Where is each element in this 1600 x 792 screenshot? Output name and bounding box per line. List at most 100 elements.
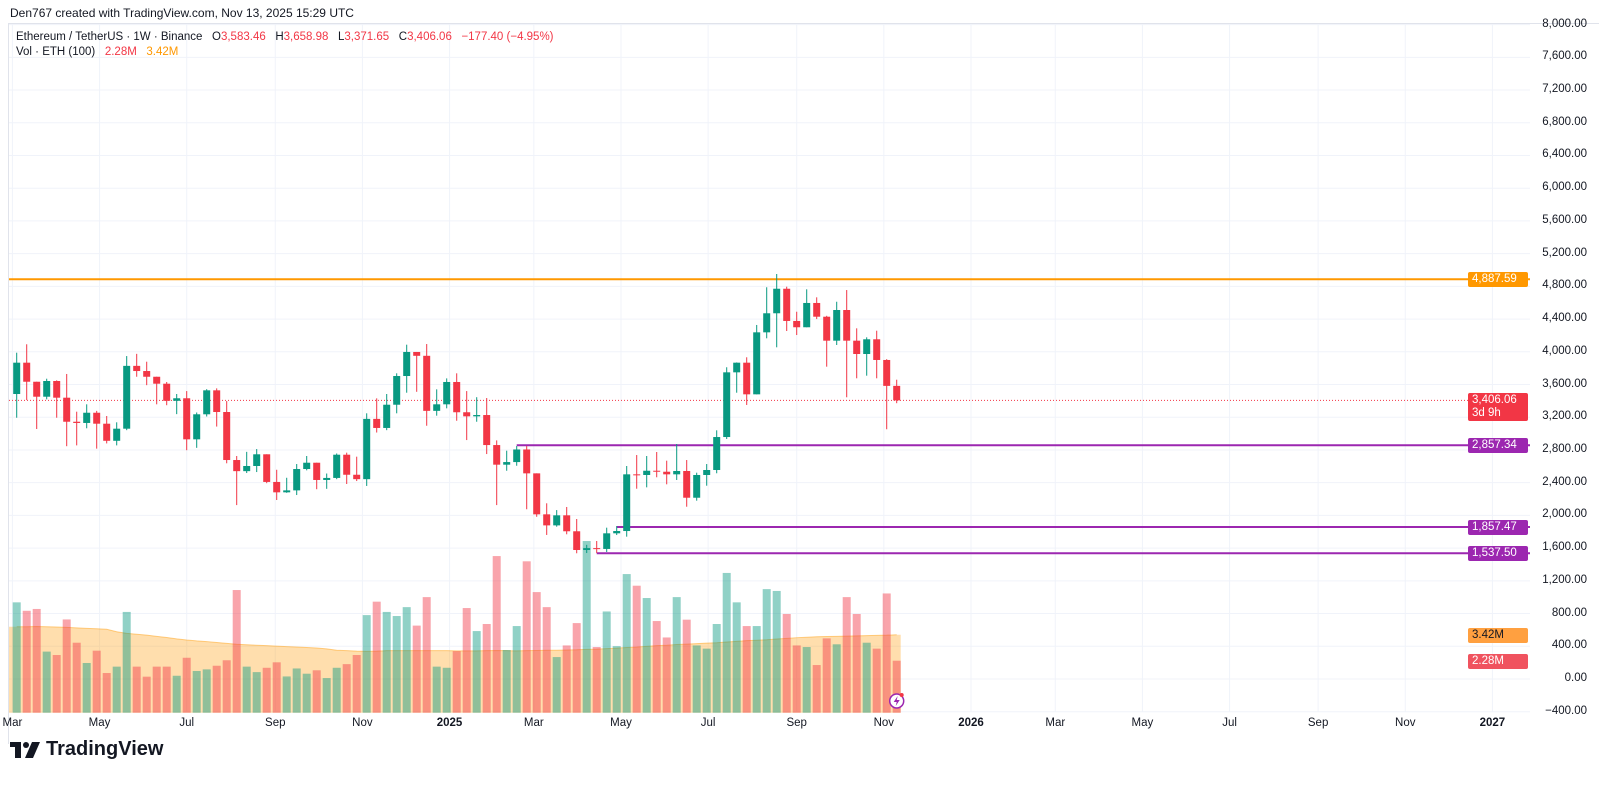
price-axis-label: 4,800.00: [1542, 279, 1587, 292]
legend-volume-row: Vol · ETH (100) 2.28M 3.42M: [16, 45, 554, 60]
high-value: 3,658.98: [283, 31, 329, 43]
candle-body: [583, 548, 591, 551]
price-axis-label: 6,000.00: [1542, 181, 1587, 194]
candle-body: [133, 365, 141, 372]
countdown-label: 3d 9h: [1472, 407, 1501, 420]
volume-bar: [192, 670, 201, 713]
volume-bar: [32, 608, 41, 713]
volume-bar: [142, 676, 151, 713]
volume-bar: [412, 625, 421, 713]
volume-bar: [892, 660, 901, 713]
price-axis-label: 2,000.00: [1542, 508, 1587, 521]
volume-bar: [92, 650, 101, 713]
volume-bar: [642, 598, 651, 713]
candle-body: [233, 460, 241, 472]
volume-indicator-name[interactable]: Vol · ETH (100): [16, 46, 96, 58]
volume-bar: [352, 655, 361, 713]
volume-bar: [442, 667, 451, 713]
level-price-tag-value: 1,857.47: [1472, 521, 1517, 534]
candle-body: [53, 381, 61, 398]
candle-body: [653, 470, 661, 472]
candle-body: [553, 515, 561, 526]
level-price-tag: 2,857.34: [1468, 438, 1528, 454]
volume-bar: [242, 666, 251, 713]
candle-body: [33, 381, 41, 397]
volume-bar: [532, 592, 541, 713]
candle-body: [253, 454, 261, 466]
candle-body: [683, 470, 691, 498]
volume-bar: [722, 572, 731, 713]
symbol-name[interactable]: Ethereum / TetherUS · 1W · Binance: [16, 31, 203, 43]
tradingview-logo[interactable]: TradingView: [10, 738, 163, 761]
candle-body: [333, 454, 341, 478]
candle-body: [403, 351, 411, 377]
notification-dot: [899, 693, 904, 697]
last-price-tag-value: 3,406.06: [1472, 394, 1517, 407]
candles: [13, 274, 905, 709]
volume-bar: [562, 645, 571, 713]
volume-bar: [402, 607, 411, 713]
price-axis-label: 4,000.00: [1542, 344, 1587, 357]
tradingview-logo-icon: [10, 741, 40, 758]
volume-ma-value: 3.42M: [146, 46, 179, 58]
candle-body: [623, 474, 631, 532]
volume-bar: [232, 590, 241, 713]
candle-body: [783, 288, 791, 321]
open-label: O: [212, 31, 221, 43]
candle-body: [743, 362, 751, 395]
volume-bar: [102, 673, 111, 713]
volume-bar: [62, 619, 71, 713]
candle-body: [463, 412, 471, 417]
volume-bar: [372, 601, 381, 713]
lightning-icon-bolt: [893, 696, 900, 706]
volume-bar: [742, 626, 751, 713]
candle-body: [563, 515, 571, 532]
candle-body: [813, 302, 821, 317]
volume-ma-tag-value: 3.42M: [1472, 628, 1504, 641]
volume-bar: [122, 611, 131, 713]
candle-body: [763, 313, 771, 333]
candle-body: [383, 404, 391, 428]
volume-bar: [22, 610, 31, 713]
logo-text: TradingView: [46, 738, 164, 760]
level-price-tag-value: 4,887.59: [1472, 273, 1517, 286]
close-value: 3,406.06: [407, 31, 452, 43]
candle-body: [723, 372, 731, 438]
candle-body: [633, 474, 641, 476]
volume-bar: [762, 589, 771, 713]
volume-bar: [422, 597, 431, 713]
low-label: L: [338, 31, 345, 43]
candle-body: [593, 548, 601, 550]
volume-bar: [452, 651, 461, 713]
volume-bar: [222, 660, 231, 713]
volume-bar: [622, 574, 631, 713]
lightning-icon: [888, 693, 905, 709]
candle-body: [103, 423, 111, 441]
volume-tag: 2.28M: [1468, 653, 1528, 669]
time-axis-label: May: [1131, 717, 1154, 729]
level-price-tag: 1,857.47: [1468, 520, 1528, 536]
price-axis-label: 0.00: [1564, 672, 1587, 684]
candle-body: [223, 412, 231, 461]
candle-body: [143, 371, 151, 377]
candle-body: [733, 362, 741, 373]
price-axis-label: 3,200.00: [1542, 410, 1587, 423]
candle-body: [613, 531, 621, 534]
high-label: H: [275, 31, 284, 43]
price-axis-label: 2,800.00: [1542, 442, 1587, 455]
price-axis-label: 5,600.00: [1542, 213, 1587, 226]
volume-bar: [282, 676, 291, 713]
candle-body: [533, 473, 541, 515]
candle-body: [113, 428, 121, 441]
volume-bar: [292, 668, 301, 713]
candle-body: [273, 481, 281, 493]
volume-bar: [602, 611, 611, 713]
volume-bar: [312, 670, 321, 713]
price-axis-label: 6,800.00: [1542, 115, 1587, 128]
candle-body: [573, 531, 581, 551]
volume-bar: [542, 607, 551, 713]
time-axis-label: Nov: [1395, 717, 1416, 729]
volume-bar: [152, 666, 161, 713]
candle-body: [433, 404, 441, 411]
